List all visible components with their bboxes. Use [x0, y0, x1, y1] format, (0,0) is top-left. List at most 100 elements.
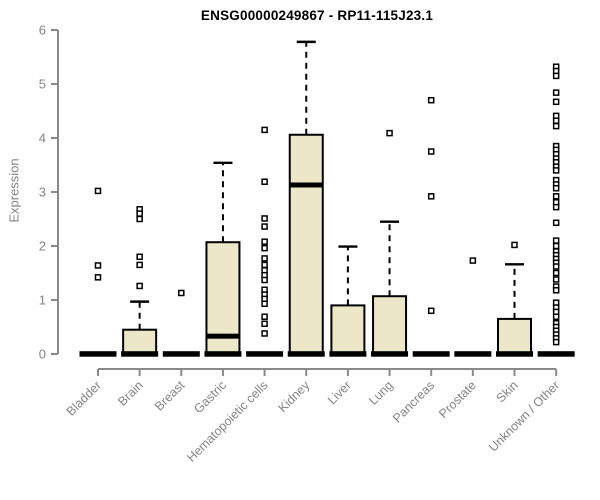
- box-gastric: [204, 161, 242, 357]
- outlier-point: [136, 253, 143, 261]
- outlier-point: [136, 261, 143, 269]
- zero-bar: [287, 351, 325, 357]
- outlier-point: [178, 289, 185, 297]
- outlier-point: [552, 287, 560, 294]
- outlier-point: [552, 276, 560, 283]
- y-tick-label: 6: [39, 23, 46, 38]
- outlier-point: [261, 238, 268, 245]
- iqr-box: [497, 317, 532, 355]
- median-line: [206, 333, 240, 339]
- zero-bar: [329, 351, 367, 357]
- outlier-point: [552, 219, 560, 227]
- flat-box: [537, 351, 575, 357]
- outlier-point: [136, 210, 143, 217]
- outlier-point: [552, 184, 560, 192]
- outlier-point: [94, 187, 102, 195]
- flat-box: [162, 351, 200, 357]
- flat-box: [412, 351, 450, 357]
- x-tick-label-unknown-other: Unknown / Other: [486, 378, 562, 454]
- x-tick-label-pancreas: Pancreas: [390, 378, 437, 425]
- outlier-point: [552, 89, 560, 96]
- y-tick-label: 3: [39, 185, 46, 200]
- zero-bar: [496, 351, 533, 357]
- outlier-point: [552, 338, 560, 346]
- chart-title: ENSG00000249867 - RP11-115J23.1: [200, 8, 434, 23]
- iqr-box: [288, 133, 324, 355]
- outlier-point: [261, 244, 268, 252]
- outlier-point: [261, 276, 268, 284]
- x-tick-label-breast: Breast: [152, 378, 188, 414]
- flat-box: [454, 351, 492, 357]
- box-liver: [329, 245, 367, 357]
- outlier-point: [261, 320, 268, 328]
- outlier-point: [94, 262, 102, 269]
- x-tick-label-bladder: Bladder: [64, 378, 104, 418]
- box-pancreas: [412, 96, 450, 357]
- outlier-point: [552, 72, 560, 80]
- outlier-point: [552, 313, 560, 320]
- box-skin: [496, 241, 533, 357]
- outlier-point: [427, 193, 435, 200]
- outlier-point: [552, 167, 560, 174]
- zero-bar: [121, 351, 159, 357]
- y-tick-label: 4: [39, 131, 46, 146]
- outlier-point: [261, 215, 268, 222]
- box-bladder: [79, 187, 117, 357]
- zero-bar: [204, 351, 242, 357]
- y-tick-label: 2: [39, 239, 46, 254]
- outlier-point: [552, 242, 560, 250]
- iqr-box: [122, 328, 158, 356]
- outlier-point: [261, 300, 268, 308]
- box-brain: [121, 206, 159, 357]
- outlier-point: [552, 117, 560, 124]
- x-tick-label-gastric: Gastric: [191, 378, 229, 416]
- outlier-point: [261, 330, 268, 337]
- iqr-box: [372, 295, 408, 355]
- outlier-point: [552, 263, 560, 270]
- outlier-point: [427, 96, 435, 104]
- flat-box: [246, 351, 284, 357]
- outlier-point: [427, 307, 435, 315]
- outlier-point: [386, 129, 393, 137]
- outlier-point: [552, 269, 560, 277]
- x-tick-label-prostate: Prostate: [436, 378, 479, 421]
- x-tick-label-lung: Lung: [366, 378, 396, 408]
- iqr-box: [330, 304, 366, 355]
- outlier-point: [552, 237, 560, 244]
- zero-bar: [371, 351, 409, 357]
- median-line: [289, 182, 323, 188]
- outlier-point: [552, 98, 560, 106]
- outlier-point: [552, 193, 560, 200]
- box-hematopoietic-cells: [246, 126, 284, 357]
- outlier-point: [469, 257, 477, 264]
- y-tick-label: 1: [39, 293, 46, 308]
- outlier-point: [261, 261, 268, 269]
- x-tick-label-hematopoietic-cells: Hematopoietic cells: [184, 378, 271, 465]
- box-kidney: [287, 40, 325, 357]
- outlier-point: [261, 313, 268, 320]
- outlier-point: [261, 223, 268, 230]
- outlier-point: [427, 148, 435, 155]
- y-axis: 0 1 2 3 4 5 6: [39, 23, 59, 362]
- outlier-point: [261, 255, 268, 262]
- box-unknown-other: [537, 63, 575, 357]
- x-tick-label-skin: Skin: [494, 378, 521, 405]
- outlier-point: [94, 274, 102, 281]
- box-prostate: [454, 257, 492, 357]
- box-lung: [371, 129, 409, 357]
- box-breast: [162, 289, 200, 357]
- y-tick-label: 5: [39, 77, 46, 92]
- outlier-point: [511, 241, 518, 249]
- outlier-point: [552, 203, 560, 211]
- outlier-point: [261, 178, 268, 185]
- x-tick-label-brain: Brain: [115, 378, 146, 409]
- outlier-point: [261, 126, 268, 134]
- y-tick-label: 0: [39, 347, 46, 362]
- outlier-point: [136, 215, 143, 223]
- outlier-point: [136, 282, 143, 290]
- x-tick-label-liver: Liver: [325, 378, 354, 407]
- flat-box: [79, 351, 117, 357]
